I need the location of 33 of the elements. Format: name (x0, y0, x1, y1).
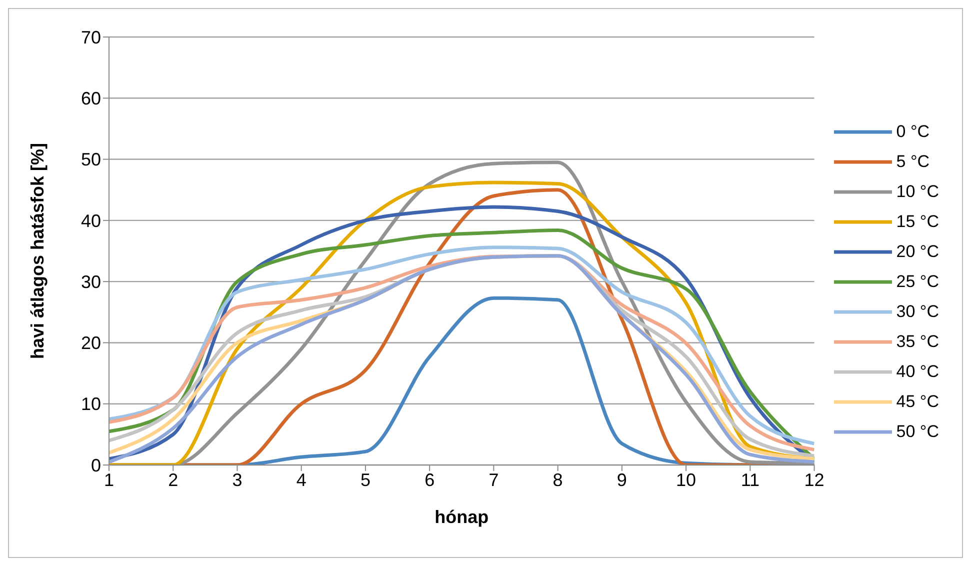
y-tick-label: 70 (80, 27, 101, 48)
x-tick-label: 3 (232, 470, 242, 490)
x-tick-label: 7 (488, 470, 499, 490)
x-tick-label: 2 (168, 470, 178, 490)
legend-label: 5 °C (896, 151, 930, 173)
x-tick-label: 8 (552, 470, 563, 490)
legend-label: 10 °C (896, 181, 939, 203)
legend-label: 35 °C (896, 331, 939, 353)
legend-label: 0 °C (896, 121, 930, 143)
x-tick-label: 10 (676, 470, 696, 490)
legend-label: 50 °C (896, 421, 939, 443)
y-tick-label: 60 (80, 88, 101, 109)
y-tick-label: 0 (90, 455, 101, 476)
x-tick-label: 5 (360, 470, 370, 490)
x-tick-label: 6 (424, 470, 435, 490)
x-tick-label: 4 (296, 470, 306, 490)
legend-label: 20 °C (896, 241, 939, 263)
legend-label: 15 °C (896, 211, 939, 233)
x-tick-label: 12 (804, 470, 824, 490)
x-axis-title: hónap (434, 507, 489, 527)
legend-label: 40 °C (896, 361, 939, 383)
y-tick-label: 30 (80, 272, 101, 292)
y-tick-label: 50 (80, 150, 101, 170)
y-tick-label: 10 (80, 394, 101, 414)
y-axis-title: havi átlagos hatásfok [%] (27, 142, 48, 360)
legend-label: 25 °C (896, 271, 939, 293)
y-tick-label: 20 (80, 333, 101, 354)
x-tick-label: 1 (104, 470, 114, 490)
x-tick-label: 11 (740, 470, 760, 490)
x-tick-label: 9 (616, 470, 627, 490)
legend-label: 45 °C (896, 391, 939, 413)
legend-label: 30 °C (896, 301, 939, 323)
y-tick-label: 40 (80, 210, 101, 231)
